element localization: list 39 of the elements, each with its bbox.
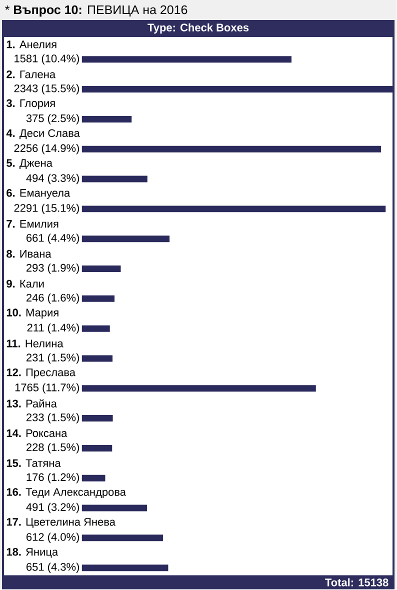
y-tick-label: 15. Татяна — [7, 459, 62, 467]
y-tick-label: 18. Яница — [7, 548, 58, 558]
data-label: 2343 (15.5%) — [14, 84, 80, 94]
data-label: 494 (3.3%) — [26, 174, 80, 184]
y-tick-label: 3. Глория — [6, 99, 56, 110]
annotation: Type: Check Boxes — [148, 23, 249, 34]
data-label: 661 (4.4%) — [26, 234, 80, 244]
data-label: 231 (1.5%) — [26, 353, 80, 364]
y-tick-label: 2. Галена — [6, 70, 56, 78]
y-tick-label: 10. Мария — [7, 308, 59, 319]
data-label: 375 (2.5%) — [26, 114, 80, 124]
data-label: 1581 (10.4%) — [14, 54, 80, 65]
data-label: 293 (1.9%) — [26, 264, 80, 274]
data-label: 176 (1.2%) — [27, 472, 80, 484]
data-label: 1765 (11.7%) — [16, 383, 80, 394]
y-tick-label: 4. Деси Слава — [6, 129, 80, 140]
data-label: 246 (1.6%) — [26, 294, 80, 304]
data-label: 651 (4.3%) — [26, 562, 80, 573]
chart-title: *Въпрос 10: ПЕВИЦА на 2016 — [5, 5, 188, 17]
y-tick-label: 16. Теди Александрова — [7, 488, 126, 498]
data-label: 491 (3.2%) — [26, 502, 80, 514]
y-tick-label: 12. Преслава — [7, 368, 76, 378]
y-tick-label: 9. Кали — [6, 280, 44, 288]
data-label: 228 (1.5%) — [26, 443, 80, 454]
y-tick-label: 1. Анелия — [7, 40, 57, 48]
y-tick-label: 11. Нелина — [7, 340, 64, 348]
y-tick-label: 6. Емануела — [6, 189, 70, 199]
y-tick-label: 5. Джена — [6, 159, 53, 169]
data-label: 233 (1.5%) — [26, 413, 80, 424]
y-tick-label: 17. Цветелина Янева — [7, 518, 116, 528]
y-tick-label: 8. Ивана — [6, 250, 52, 258]
data-label: 2291 (15.1%) — [14, 204, 80, 214]
y-tick-label: 13. Райна — [7, 399, 58, 408]
y-tick-label: 7. Емилия — [6, 220, 58, 228]
data-label: 612 (4.0%) — [26, 532, 80, 544]
data-label: 211 (1.4%) — [28, 323, 80, 334]
annotation: Total: 15138 — [325, 578, 389, 586]
y-tick-label: 14. Роксана — [7, 429, 68, 438]
data-label: 2256 (14.9%) — [14, 144, 80, 154]
